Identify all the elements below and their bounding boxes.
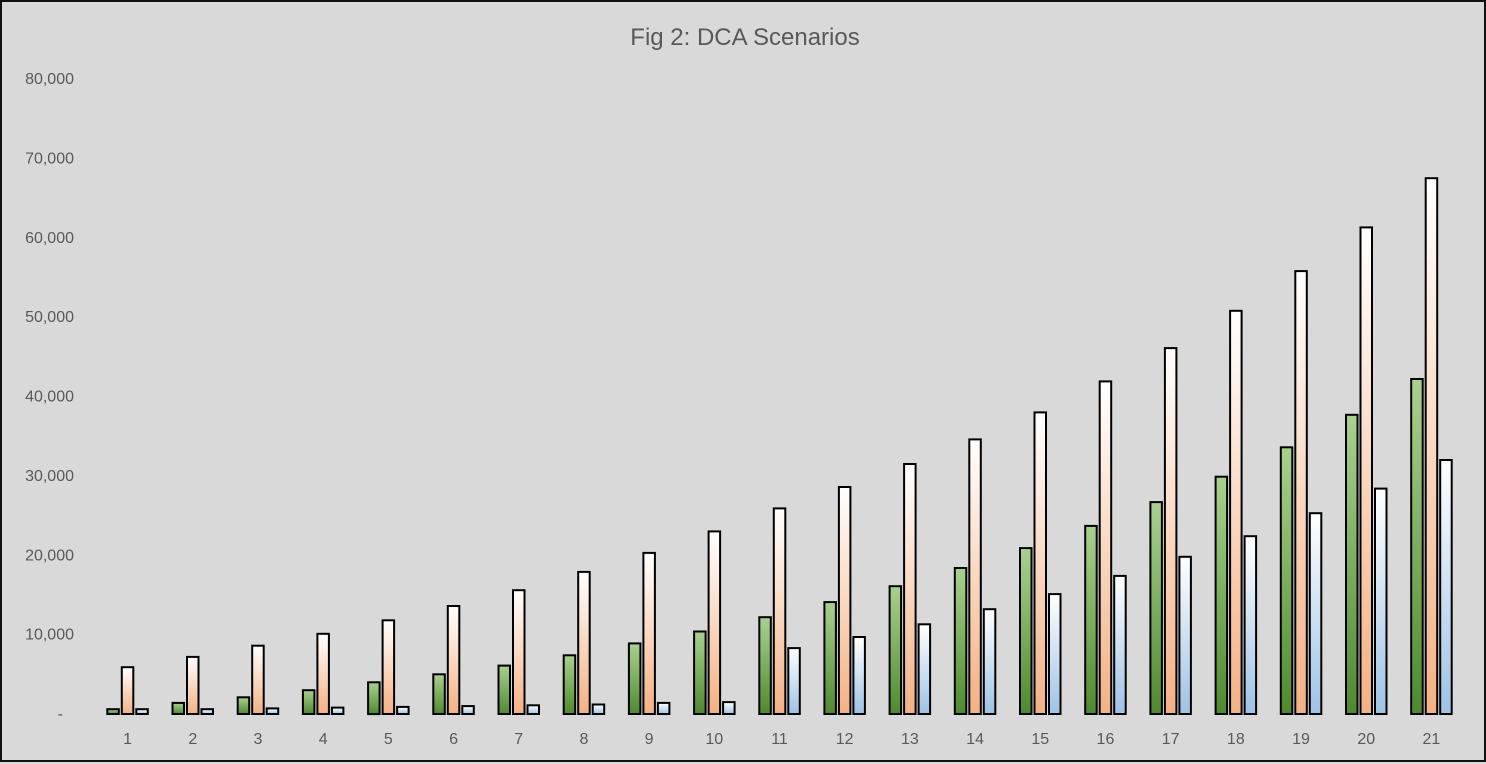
bar-series-3 (330, 706, 345, 715)
bar-series-1 (693, 630, 707, 715)
x-tick-label: 1 (123, 731, 132, 748)
x-tick-label: 16 (1097, 731, 1115, 748)
bar-series-2 (1098, 380, 1113, 715)
bar-series-2 (903, 463, 917, 715)
chart-title: Fig 2: DCA Scenarios (630, 24, 859, 51)
bar-series-3 (1178, 555, 1192, 715)
x-tick-label: 10 (705, 731, 723, 748)
x-tick-label: 8 (579, 731, 588, 748)
y-tick-label: 80,000 (25, 71, 74, 88)
bar-series-2 (1424, 177, 1439, 715)
bar-series-2 (186, 655, 200, 716)
bar-series-2 (837, 486, 852, 715)
bar-series-3 (1243, 535, 1258, 716)
bar-series-1 (1410, 378, 1424, 715)
bar-series-1 (301, 689, 316, 716)
bar-series-3 (200, 708, 214, 716)
bar-series-1 (953, 567, 968, 715)
bar-series-3 (591, 703, 606, 715)
bar-series-1 (171, 701, 185, 716)
x-axis: 1 2 3 4 5 6 7 8 9 10 11 12 13 14 15 16 17 18 19 20 21 (123, 731, 1440, 748)
bar-series-2 (1163, 347, 1178, 715)
bar-series-2 (772, 507, 787, 715)
x-tick-label: 3 (254, 731, 263, 748)
y-tick-label: 20,000 (25, 547, 74, 564)
bar-series-2 (1294, 270, 1308, 715)
bar-series-2 (446, 605, 461, 715)
x-tick-label: 15 (1031, 731, 1049, 748)
x-tick-label: 2 (188, 731, 197, 748)
bar-series-3 (982, 608, 997, 716)
bar-series-3 (656, 701, 671, 716)
x-tick-label: 19 (1292, 731, 1310, 748)
bar-series-1 (823, 601, 837, 715)
x-tick-label: 5 (384, 731, 393, 748)
bar-series-1 (1019, 547, 1033, 715)
bar-series-2 (251, 644, 265, 716)
y-tick-label: 10,000 (25, 627, 74, 644)
y-tick-label: 50,000 (25, 309, 74, 326)
y-tick-label: 40,000 (25, 389, 74, 406)
bar-series-3 (787, 647, 801, 715)
bar-series-3 (135, 708, 149, 716)
bar-series-3 (852, 636, 866, 715)
bar-series-1 (367, 681, 381, 716)
bar-series-2 (381, 619, 396, 715)
bars (106, 177, 1453, 716)
bar-series-3 (917, 623, 932, 715)
bar-series-3 (265, 707, 280, 716)
bar-series-1 (432, 673, 446, 715)
bar-series-3 (1308, 512, 1323, 716)
bar-series-3 (1374, 487, 1388, 715)
bar-series-3 (396, 705, 410, 716)
bar-series-1 (1149, 501, 1163, 715)
bar-series-1 (497, 664, 511, 715)
bar-series-2 (316, 632, 330, 715)
bar-series-1 (1214, 475, 1229, 716)
bar-series-2 (968, 438, 982, 715)
y-axis: - 10,000 20,000 30,000 40,000 50,000 60,000 70,… (25, 71, 74, 723)
bar-series-3 (722, 701, 736, 715)
y-tick-label: 30,000 (25, 468, 74, 485)
x-tick-label: 13 (901, 731, 919, 748)
bar-series-2 (1359, 226, 1373, 715)
x-tick-label: 11 (771, 731, 788, 748)
x-tick-label: 17 (1162, 731, 1180, 748)
bar-series-3 (1113, 574, 1127, 716)
x-tick-label: 20 (1357, 731, 1375, 748)
bar-series-1 (562, 654, 577, 715)
bar-series-2 (577, 570, 591, 716)
bar-series-3 (461, 705, 475, 715)
bar-series-1 (1345, 413, 1359, 715)
bar-series-2 (120, 666, 135, 716)
bar-series-2 (1033, 411, 1047, 715)
y-tick-label: - (58, 706, 63, 723)
bar-series-1 (236, 696, 251, 715)
x-tick-label: 12 (836, 731, 854, 748)
x-tick-label: 18 (1227, 731, 1245, 748)
bar-series-3 (526, 704, 540, 715)
x-tick-label: 21 (1423, 731, 1441, 748)
bar-series-3 (1048, 593, 1062, 715)
bar-series-1 (1084, 524, 1098, 716)
bar-series-1 (888, 585, 903, 716)
x-tick-label: 7 (514, 731, 523, 748)
bar-series-2 (707, 530, 722, 716)
x-tick-label: 6 (449, 731, 458, 748)
bar-series-2 (1229, 309, 1243, 715)
x-tick-label: 14 (966, 731, 984, 748)
y-tick-label: 70,000 (25, 150, 74, 167)
bar-series-1 (758, 616, 772, 716)
bar-series-1 (106, 708, 120, 716)
y-tick-label: 60,000 (25, 230, 74, 247)
bar-series-3 (1439, 459, 1453, 715)
x-tick-label: 9 (645, 731, 654, 748)
x-tick-label: 4 (319, 731, 328, 748)
bar-series-2 (512, 589, 526, 716)
bar-series-1 (627, 642, 642, 716)
bar-series-1 (1279, 446, 1294, 715)
bar-series-2 (642, 551, 656, 716)
